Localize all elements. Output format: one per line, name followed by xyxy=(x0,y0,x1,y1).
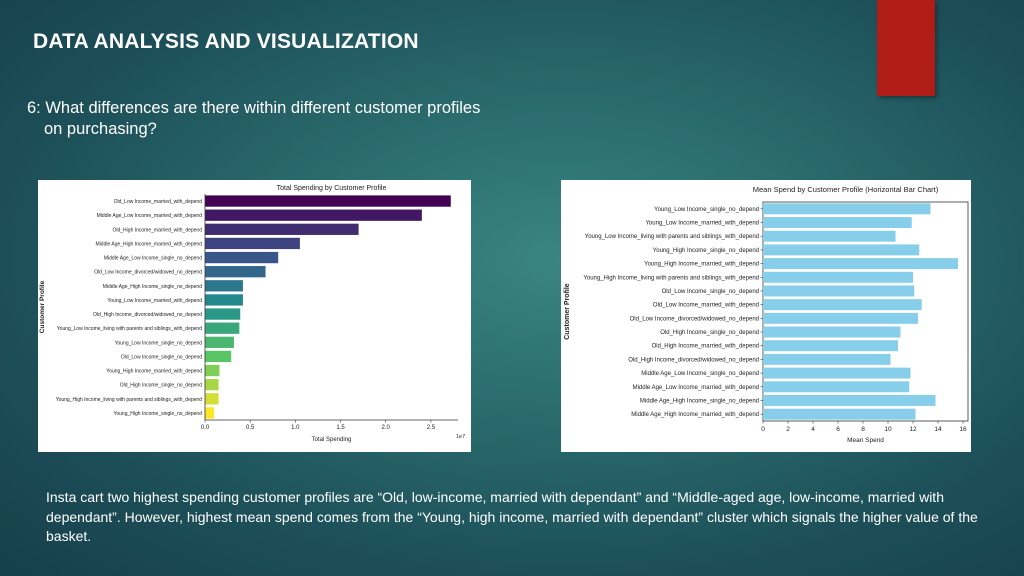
y-axis-label: Customer Profile xyxy=(39,280,46,333)
x-tick-label: 0.5 xyxy=(246,425,255,431)
x-tick-label: 2 xyxy=(786,426,790,433)
y-axis-label: Customer Profile xyxy=(564,283,571,340)
bar xyxy=(763,408,916,420)
category-label: Young_High Income_single_no_depend xyxy=(653,248,759,254)
bar xyxy=(205,223,359,235)
category-label: Old_Low Income_divorced/widowed_no_depen… xyxy=(630,316,759,322)
x-tick-label: 16 xyxy=(959,426,967,433)
slide-title: DATA ANALYSIS AND VISUALIZATION xyxy=(33,30,419,53)
category-label: Middle Age_Low Income_single_no_depend xyxy=(104,256,202,262)
category-label: Old_High Income_divorced/widowed_no_depe… xyxy=(628,357,759,363)
bar xyxy=(763,299,922,311)
bar xyxy=(205,364,220,377)
chart-title: Mean Spend by Customer Profile (Horizont… xyxy=(753,185,939,194)
category-label: Old_High Income_single_no_depend xyxy=(120,383,203,389)
category-label: Old_High Income_married_with_depend xyxy=(113,227,203,233)
x-axis-label: Total Spending xyxy=(312,437,352,443)
category-label: Old_High Income_married_with_depend xyxy=(652,344,759,350)
bar xyxy=(763,244,920,256)
bar xyxy=(763,230,896,242)
category-label: Middle Age_Low Income_married_with_depen… xyxy=(633,385,759,391)
x-axis-label: Mean Spend xyxy=(847,437,884,444)
bar xyxy=(205,266,266,278)
x-tick-label: 14 xyxy=(934,426,942,433)
question-line-2: on purchasing? xyxy=(44,120,157,138)
x-tick-label: 0 xyxy=(761,426,765,433)
category-label: Middle Age_High Income_married_with_depe… xyxy=(96,241,203,247)
category-label: Young_High Income_married_with_depend xyxy=(106,369,202,375)
category-label: Young_Low Income_single_no_depend xyxy=(115,340,203,346)
x-tick-label: 4 xyxy=(811,426,815,433)
category-label: Young_High Income_living with parents an… xyxy=(583,275,759,281)
bar xyxy=(763,367,911,379)
category-label: Young_High Income_living with parents an… xyxy=(56,397,203,403)
bar xyxy=(763,271,913,283)
mean-spend-chart-panel: Mean Spend by Customer Profile (Horizont… xyxy=(561,180,971,452)
x-tick-label: 2.5 xyxy=(427,425,436,431)
bar xyxy=(205,308,241,320)
bar xyxy=(763,312,918,324)
category-label: Middle Age_Low Income_married_with_depen… xyxy=(97,213,203,219)
bar xyxy=(763,394,936,406)
red-accent-tab xyxy=(877,0,935,96)
question-line-1: 6: What differences are there within dif… xyxy=(27,99,481,117)
x-tick-label: 1.5 xyxy=(336,425,345,431)
summary-caption: Insta cart two highest spending customer… xyxy=(46,489,978,544)
category-label: Young_Low Income_living with parents and… xyxy=(585,234,759,240)
category-label: Old_High Income_single_no_depend xyxy=(660,330,759,336)
category-label: Old_Low Income_single_no_depend xyxy=(121,354,202,360)
bar xyxy=(205,251,279,264)
total-spending-chart-panel: Total Spending by Customer Profile Old_Lo… xyxy=(38,180,471,452)
bar xyxy=(205,237,300,250)
category-label: Old_Low Income_single_no_depend xyxy=(662,289,759,295)
category-label: Young_Low Income_married_with_depend xyxy=(645,221,759,227)
bar xyxy=(205,379,219,391)
category-label: Young_Low Income_single_no_depend xyxy=(654,207,759,213)
category-label: Young_High Income_married_with_depend xyxy=(644,262,759,268)
category-label: Middle Age_High Income_married_with_depe… xyxy=(631,412,759,418)
category-label: Old_Low Income_married_with_depend xyxy=(114,199,203,205)
category-label: Middle Age_Low Income_single_no_depend xyxy=(641,371,759,377)
bar xyxy=(205,393,219,405)
x-tick-label: 1.0 xyxy=(291,425,300,431)
bar xyxy=(205,294,243,306)
bar xyxy=(763,217,912,229)
bar xyxy=(763,353,891,365)
chart-title: Total Spending by Customer Profile xyxy=(277,185,387,192)
category-label: Young_Low Income_living with parents and… xyxy=(57,326,202,332)
bar xyxy=(205,195,451,207)
x-tick-label: 10 xyxy=(884,426,892,433)
bar xyxy=(205,336,234,348)
category-label: Young_High Income_single_no_depend xyxy=(113,411,202,417)
x-tick-label: 6 xyxy=(836,426,840,433)
question-text: 6: What differences are there within dif… xyxy=(27,98,567,140)
bar xyxy=(205,209,422,221)
category-label: Old_Low Income_divorced/widowed_no_depen… xyxy=(94,270,202,276)
x-tick-label: 2.0 xyxy=(382,425,391,431)
bar xyxy=(205,407,215,419)
bar xyxy=(205,350,232,363)
category-label: Middle Age_High Income_single_no_depend xyxy=(640,398,759,404)
x-tick-label: 12 xyxy=(909,426,917,433)
bar xyxy=(763,285,915,297)
bar xyxy=(763,340,898,352)
category-label: Old_Low Income_married_with_depend xyxy=(653,303,759,309)
bar xyxy=(763,258,958,270)
category-label: Middle Age_High Income_single_no_depend xyxy=(103,284,202,290)
x-tick-label: 0.0 xyxy=(201,425,210,431)
x-tick-label: 8 xyxy=(861,426,865,433)
category-label: Young_Low Income_married_with_depend xyxy=(107,298,202,304)
x-scale-note: 1e7 xyxy=(456,434,465,440)
bar xyxy=(763,326,901,338)
plot-frame xyxy=(762,201,969,422)
bar xyxy=(763,381,910,393)
bar xyxy=(763,203,931,215)
total-spending-chart: Total Spending by Customer Profile Old_Lo… xyxy=(39,185,465,443)
bar xyxy=(205,322,240,334)
mean-spend-chart: Mean Spend by Customer Profile (Horizont… xyxy=(564,185,969,444)
category-label: Old_High Income_divorced/widowed_no_depe… xyxy=(93,312,202,318)
bar xyxy=(205,280,243,292)
